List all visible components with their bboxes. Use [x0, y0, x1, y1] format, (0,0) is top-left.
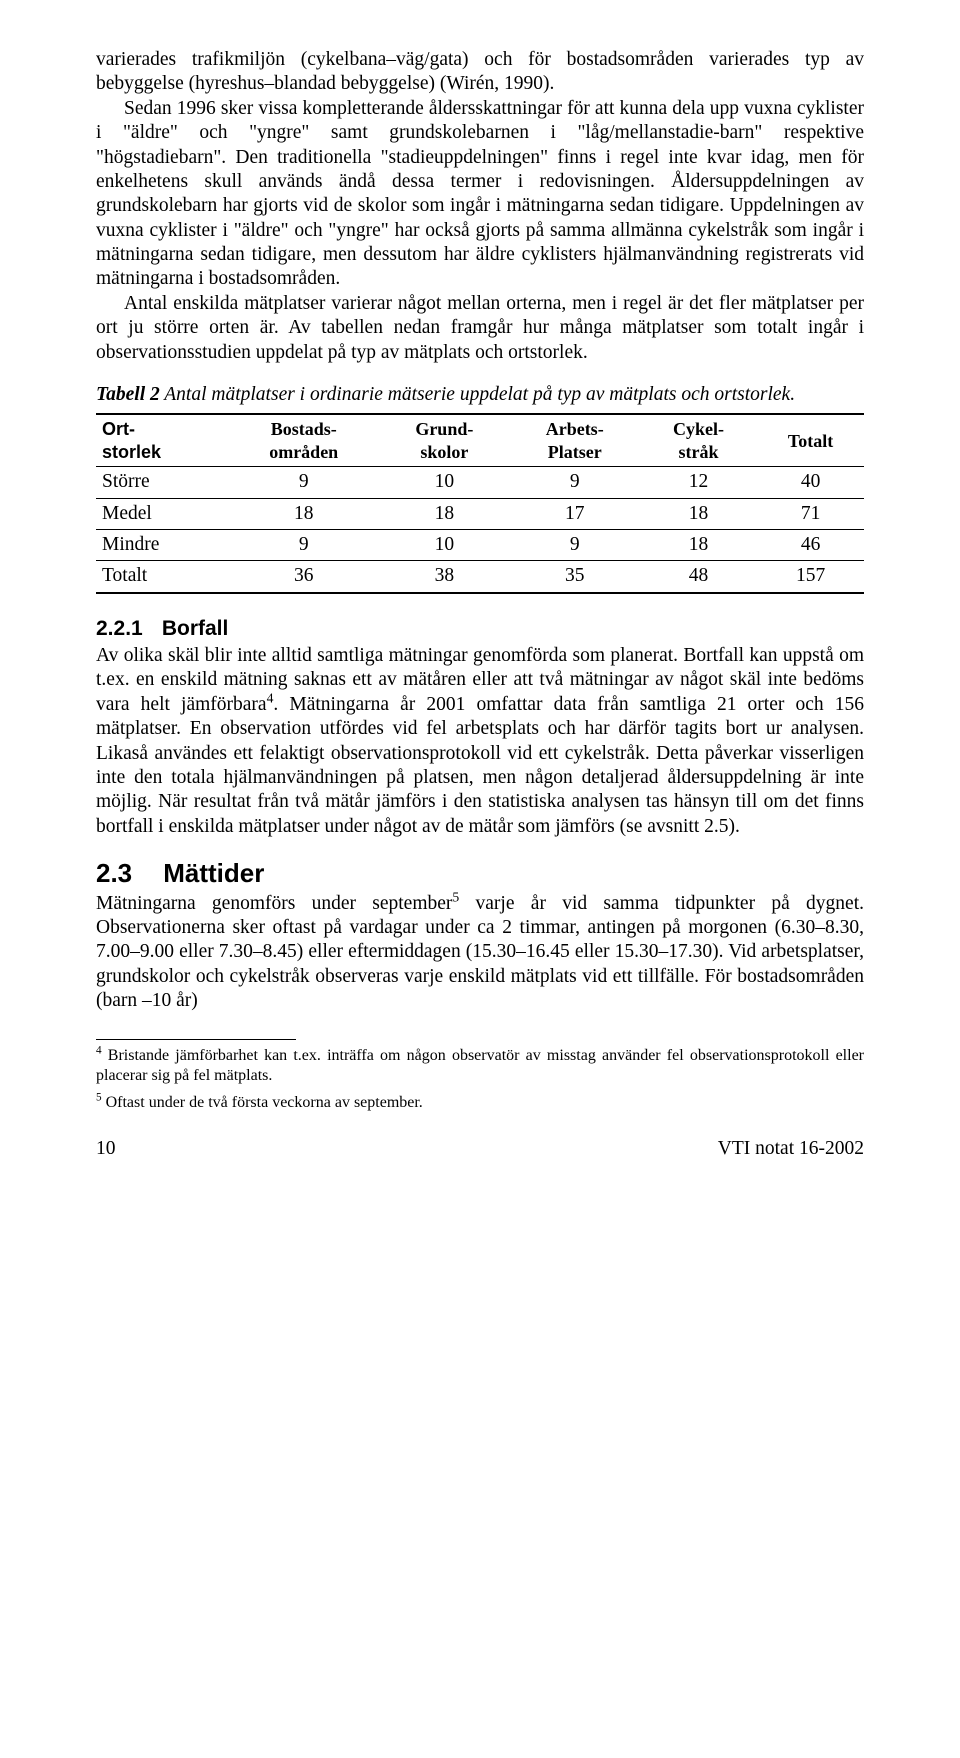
document-id: VTI notat 16-2002	[718, 1137, 864, 1161]
data-table: Ort-storlek Bostads-områden Grund-skolor…	[96, 413, 864, 594]
col-header-cykelstrak: Cykel-stråk	[640, 414, 757, 467]
footnote-5: 5 Oftast under de två första veckorna av…	[96, 1093, 864, 1113]
col-header-grundskolor: Grund-skolor	[379, 414, 509, 467]
cell: 46	[757, 530, 864, 561]
table-caption-text: Antal mätplatser i ordinarie mätserie up…	[160, 384, 795, 405]
page-number: 10	[96, 1137, 116, 1161]
cell: 9	[510, 530, 640, 561]
cell: 17	[510, 498, 640, 529]
cell: 18	[640, 498, 757, 529]
heading-text: Borfall	[162, 617, 229, 640]
col-header-totalt: Totalt	[757, 414, 864, 467]
row-label: Medel	[96, 498, 228, 529]
heading-text: Mättider	[163, 858, 264, 888]
row-label: Mindre	[96, 530, 228, 561]
cell: 10	[379, 530, 509, 561]
cell: 38	[379, 561, 509, 593]
heading-number: 2.2.1	[96, 616, 156, 642]
cell: 18	[640, 530, 757, 561]
col-header-bostadsomraden: Bostads-områden	[228, 414, 379, 467]
table-row-total: Totalt 36 38 35 48 157	[96, 561, 864, 593]
page-footer: 10 VTI notat 16-2002	[96, 1137, 864, 1161]
row-label: Totalt	[96, 561, 228, 593]
body-paragraph: varierades trafikmiljön (cykelbana–väg/g…	[96, 48, 864, 97]
cell: 18	[379, 498, 509, 529]
footnote-4: 4 Bristande jämförbarhet kan t.ex. inträ…	[96, 1046, 864, 1085]
cell: 36	[228, 561, 379, 593]
table-row: Mindre 9 10 9 18 46	[96, 530, 864, 561]
cell: 157	[757, 561, 864, 593]
table-row: Medel 18 18 17 18 71	[96, 498, 864, 529]
cell: 18	[228, 498, 379, 529]
col-header-ortstorlek: Ort-storlek	[96, 414, 228, 467]
cell: 48	[640, 561, 757, 593]
heading-number: 2.3	[96, 857, 156, 890]
cell: 71	[757, 498, 864, 529]
cell: 9	[510, 467, 640, 498]
cell: 35	[510, 561, 640, 593]
col-header-arbetsplatser: Arbets-Platser	[510, 414, 640, 467]
cell: 40	[757, 467, 864, 498]
cell: 9	[228, 467, 379, 498]
body-paragraph: Antal enskilda mätplatser varierar något…	[96, 292, 864, 365]
cell: 12	[640, 467, 757, 498]
footnote-separator	[96, 1039, 296, 1040]
page: varierades trafikmiljön (cykelbana–väg/g…	[0, 0, 960, 1201]
table-caption: Tabell 2 Antal mätplatser i ordinarie mä…	[96, 383, 864, 407]
row-label: Större	[96, 467, 228, 498]
heading-mattider: 2.3 Mättider	[96, 857, 864, 890]
body-paragraph: Av olika skäl blir inte alltid samtliga …	[96, 644, 864, 839]
table-row: Större 9 10 9 12 40	[96, 467, 864, 498]
cell: 10	[379, 467, 509, 498]
body-paragraph: Mätningarna genomförs under september5 v…	[96, 892, 864, 1014]
table-header-row: Ort-storlek Bostads-områden Grund-skolor…	[96, 414, 864, 467]
table-caption-label: Tabell 2	[96, 384, 160, 405]
cell: 9	[228, 530, 379, 561]
body-paragraph: Sedan 1996 sker vissa kompletterande åld…	[96, 97, 864, 292]
heading-borfall: 2.2.1 Borfall	[96, 616, 864, 642]
